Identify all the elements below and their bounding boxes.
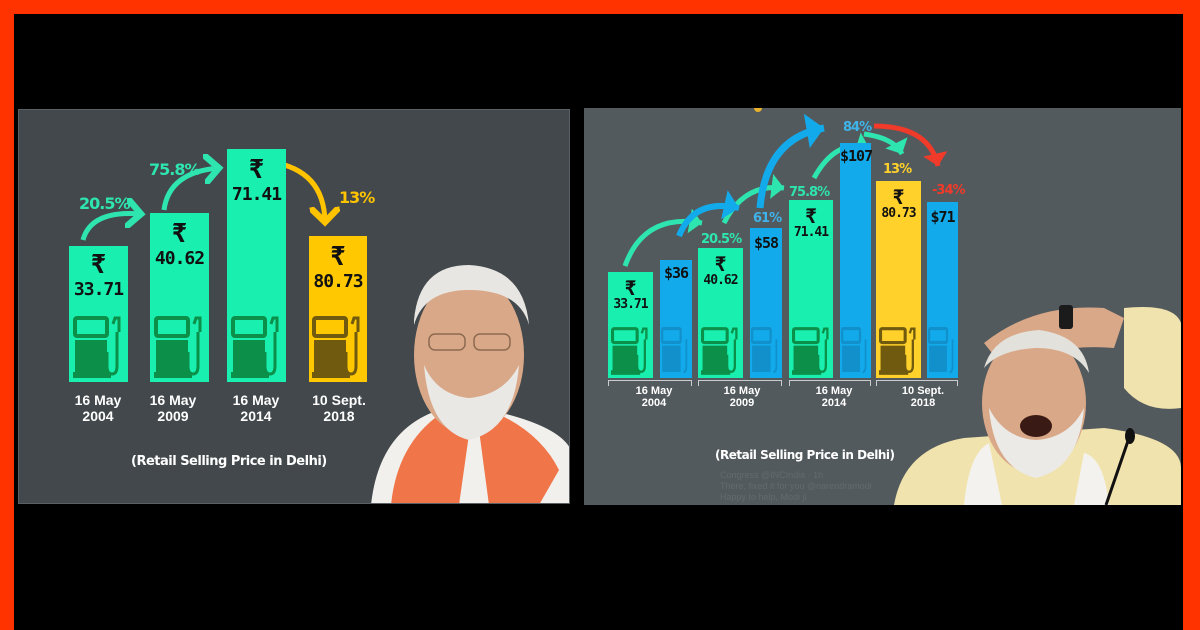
bar-value: 80.73: [313, 271, 363, 292]
portrait-image: [894, 305, 1181, 505]
date-label-2018: 10 Sept. 2018: [883, 385, 963, 409]
fuel-pump-icon: [701, 327, 738, 375]
watermark-line: Congress @INCIndia · 1h: [720, 470, 824, 480]
bar-value: 40.62: [154, 248, 205, 269]
bar-value: 71.41: [793, 225, 829, 240]
date-label-2014: 16 May 2014: [216, 392, 296, 424]
frame-border-top: [0, 0, 1200, 14]
rupee-bar-2009: ₹ 40.62: [698, 248, 743, 378]
fuel-pump-icon: [841, 327, 867, 374]
dollar-bar-2018: $71: [927, 202, 958, 378]
date-label-2009: 16 May 2009: [702, 385, 782, 409]
bar-value: $107: [840, 147, 873, 165]
chart-caption: (Retail Selling Price in Delhi): [715, 448, 895, 462]
date-line: 2018: [323, 408, 355, 424]
fuel-pump-icon: [928, 327, 954, 374]
bar-2009: ₹ 40.62: [150, 213, 209, 382]
date-line: 2004: [82, 408, 114, 424]
bar-value: $58: [753, 234, 779, 252]
pct-label: 84%: [843, 120, 872, 135]
bar-value: $71: [930, 208, 955, 226]
tweet-watermark: Congress @INCIndia · 1h There, fixed it …: [720, 470, 872, 503]
date-label-2009: 16 May 2009: [133, 392, 213, 424]
date-line: 10 Sept.: [312, 392, 366, 408]
bar-2014: ₹ 71.41: [227, 149, 286, 382]
fuel-pump-icon: [751, 327, 778, 374]
date-label-2004: 16 May 2004: [614, 385, 694, 409]
fuel-pump-icon: [792, 327, 829, 375]
date-line: 2004: [641, 397, 667, 409]
bar-value: 33.71: [613, 297, 648, 312]
dollar-bar-2009: $58: [750, 228, 782, 378]
rupee-icon: ₹: [892, 185, 905, 209]
group-bracket: [608, 380, 692, 386]
decorative-dot: [754, 108, 762, 112]
rupee-icon: ₹: [90, 250, 107, 280]
fuel-pump-icon: [611, 327, 648, 375]
date-line: 2009: [729, 397, 755, 409]
bar-value: 40.62: [703, 273, 738, 288]
group-bracket: [876, 380, 958, 386]
date-line: 2018: [910, 397, 936, 409]
bar-value: 80.73: [881, 206, 916, 221]
watermark-line: Happy to help, Modi ji: [720, 492, 807, 502]
fuel-pump-icon: [153, 316, 201, 378]
dollar-bar-2014: $107: [840, 143, 873, 378]
pct-label: -34%: [932, 183, 966, 198]
pct-label: 13%: [339, 188, 375, 207]
fuel-pump-icon: [72, 316, 120, 378]
date-line: 16 May: [635, 385, 673, 397]
date-line: 10 Sept.: [901, 385, 945, 397]
rupee-icon: ₹: [330, 242, 346, 272]
rupee-bar-2004: ₹ 33.71: [608, 272, 653, 378]
date-line: 16 May: [232, 392, 280, 408]
frame-border-right: [1183, 0, 1200, 630]
date-line: 16 May: [815, 385, 853, 397]
pct-label: 13%: [883, 162, 912, 177]
date-line: 2009: [157, 408, 189, 424]
bar-value: 71.41: [231, 184, 282, 205]
fuel-pump-icon: [879, 327, 916, 375]
frame-border-left: [0, 0, 14, 630]
pct-label: 20.5%: [79, 194, 131, 213]
pct-label: 75.8%: [789, 185, 830, 200]
rupee-bar-2018: ₹ 80.73: [876, 181, 921, 378]
pct-label: 20.5%: [701, 232, 742, 247]
group-bracket: [698, 380, 782, 386]
date-line: 16 May: [74, 392, 122, 408]
chart-caption: (Retail Selling Price in Delhi): [131, 454, 327, 469]
date-line: 16 May: [149, 392, 197, 408]
fuel-pump-icon: [661, 327, 688, 374]
date-line: 16 May: [723, 385, 761, 397]
rupee-icon: ₹: [714, 252, 727, 276]
date-line: 2014: [240, 408, 272, 424]
bar-value: 33.71: [73, 279, 124, 300]
portrait-image: [371, 265, 569, 503]
right-chart-panel: 20.5% 75.8% 13% 61% 84% -34% ₹ 33.71 $36…: [584, 108, 1181, 505]
date-line: 2014: [821, 397, 847, 409]
bar-2018: ₹ 80.73: [309, 236, 367, 382]
date-label-2018: 10 Sept. 2018: [299, 392, 379, 424]
fuel-pump-icon: [230, 316, 278, 378]
watermark-line: There, fixed it for you @narendramodi: [720, 481, 872, 491]
fuel-pump-icon: [312, 316, 360, 378]
dollar-bar-2004: $36: [660, 260, 692, 378]
left-chart-panel: 20.5% 75.8% 13% ₹ 33.71 ₹ 40.62 ₹ 71.41: [18, 109, 570, 504]
bar-2004: ₹ 33.71: [69, 246, 128, 382]
pct-label: 61%: [753, 211, 782, 226]
curved-arrow-icon: [622, 113, 948, 267]
rupee-icon: ₹: [171, 219, 188, 249]
rupee-icon: ₹: [624, 276, 637, 300]
bar-value: $36: [663, 264, 689, 282]
rupee-icon: ₹: [804, 204, 818, 228]
date-label-2014: 16 May 2014: [794, 385, 874, 409]
pct-label: 75.8%: [149, 160, 201, 179]
group-bracket: [789, 380, 871, 386]
date-label-2004: 16 May 2004: [58, 392, 138, 424]
rupee-icon: ₹: [248, 155, 265, 185]
rupee-bar-2014: ₹ 71.41: [789, 200, 833, 378]
